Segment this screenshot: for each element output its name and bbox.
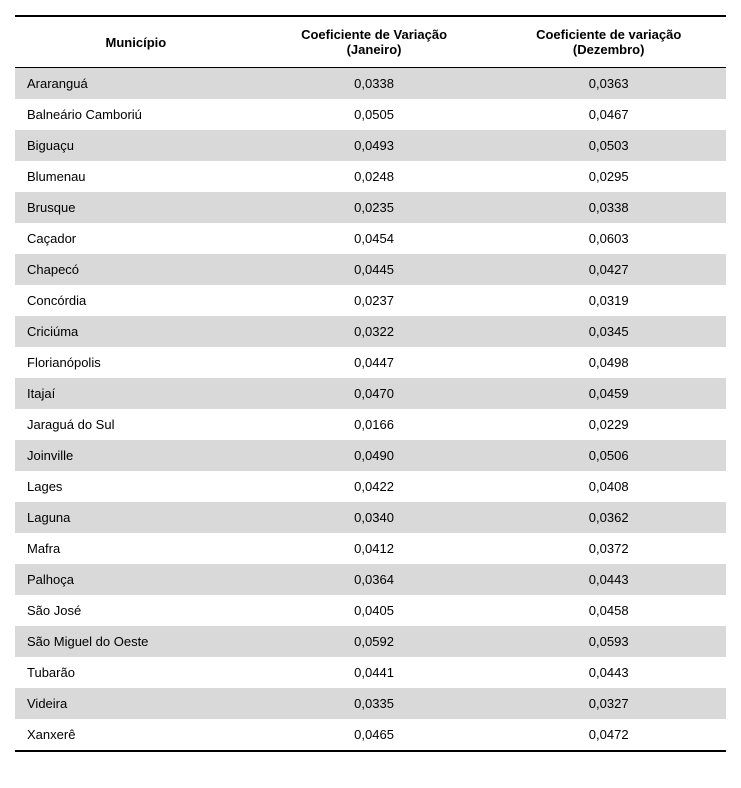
- cell-municipio: Xanxerê: [15, 719, 257, 751]
- cell-cv-jan: 0,0338: [257, 68, 492, 100]
- cell-municipio: Chapecó: [15, 254, 257, 285]
- cell-municipio: Tubarão: [15, 657, 257, 688]
- cell-municipio: Blumenau: [15, 161, 257, 192]
- header-municipio: Município: [15, 16, 257, 68]
- cell-municipio: Araranguá: [15, 68, 257, 100]
- cell-cv-jan: 0,0335: [257, 688, 492, 719]
- table-row: Laguna0,03400,0362: [15, 502, 726, 533]
- table-row: Mafra0,04120,0372: [15, 533, 726, 564]
- cell-cv-jan: 0,0445: [257, 254, 492, 285]
- cell-cv-dez: 0,0459: [491, 378, 726, 409]
- cell-cv-dez: 0,0443: [491, 657, 726, 688]
- table-row: Joinville0,04900,0506: [15, 440, 726, 471]
- table-row: São Miguel do Oeste0,05920,0593: [15, 626, 726, 657]
- cell-cv-dez: 0,0593: [491, 626, 726, 657]
- cell-municipio: Palhoça: [15, 564, 257, 595]
- cell-municipio: Biguaçu: [15, 130, 257, 161]
- cell-cv-dez: 0,0363: [491, 68, 726, 100]
- table-row: São José0,04050,0458: [15, 595, 726, 626]
- cell-cv-jan: 0,0422: [257, 471, 492, 502]
- table-row: Jaraguá do Sul0,01660,0229: [15, 409, 726, 440]
- table-row: Concórdia0,02370,0319: [15, 285, 726, 316]
- cell-municipio: Itajaí: [15, 378, 257, 409]
- table-row: Lages0,04220,0408: [15, 471, 726, 502]
- cell-municipio: Jaraguá do Sul: [15, 409, 257, 440]
- cell-cv-dez: 0,0345: [491, 316, 726, 347]
- cell-cv-dez: 0,0295: [491, 161, 726, 192]
- cell-cv-jan: 0,0412: [257, 533, 492, 564]
- cell-cv-jan: 0,0340: [257, 502, 492, 533]
- cell-cv-jan: 0,0454: [257, 223, 492, 254]
- table-row: Videira0,03350,0327: [15, 688, 726, 719]
- table-row: Balneário Camboriú0,05050,0467: [15, 99, 726, 130]
- table-row: Araranguá0,03380,0363: [15, 68, 726, 100]
- cell-municipio: Criciúma: [15, 316, 257, 347]
- cell-cv-jan: 0,0322: [257, 316, 492, 347]
- cell-cv-jan: 0,0465: [257, 719, 492, 751]
- table-body: Araranguá0,03380,0363 Balneário Camboriú…: [15, 68, 726, 752]
- cell-cv-dez: 0,0503: [491, 130, 726, 161]
- cell-cv-dez: 0,0603: [491, 223, 726, 254]
- cell-cv-jan: 0,0405: [257, 595, 492, 626]
- cell-cv-dez: 0,0467: [491, 99, 726, 130]
- cell-cv-jan: 0,0505: [257, 99, 492, 130]
- table-row: Palhoça0,03640,0443: [15, 564, 726, 595]
- table-row: Biguaçu0,04930,0503: [15, 130, 726, 161]
- cell-municipio: Concórdia: [15, 285, 257, 316]
- cell-municipio: São José: [15, 595, 257, 626]
- header-cv-janeiro: Coeficiente de Variação(Janeiro): [257, 16, 492, 68]
- table-header-row: Município Coeficiente de Variação(Janeir…: [15, 16, 726, 68]
- cell-municipio: Florianópolis: [15, 347, 257, 378]
- cell-cv-dez: 0,0338: [491, 192, 726, 223]
- cell-cv-dez: 0,0319: [491, 285, 726, 316]
- table-row: Itajaí0,04700,0459: [15, 378, 726, 409]
- cell-cv-dez: 0,0229: [491, 409, 726, 440]
- cell-cv-dez: 0,0443: [491, 564, 726, 595]
- cell-cv-jan: 0,0364: [257, 564, 492, 595]
- cell-municipio: Caçador: [15, 223, 257, 254]
- cell-cv-jan: 0,0166: [257, 409, 492, 440]
- cell-cv-dez: 0,0372: [491, 533, 726, 564]
- cell-municipio: Balneário Camboriú: [15, 99, 257, 130]
- cv-table: Município Coeficiente de Variação(Janeir…: [15, 15, 726, 752]
- table-row: Criciúma0,03220,0345: [15, 316, 726, 347]
- cell-cv-jan: 0,0592: [257, 626, 492, 657]
- cell-cv-dez: 0,0458: [491, 595, 726, 626]
- cell-municipio: São Miguel do Oeste: [15, 626, 257, 657]
- cell-cv-jan: 0,0490: [257, 440, 492, 471]
- cell-cv-dez: 0,0362: [491, 502, 726, 533]
- cell-municipio: Lages: [15, 471, 257, 502]
- table-row: Blumenau0,02480,0295: [15, 161, 726, 192]
- cell-cv-jan: 0,0470: [257, 378, 492, 409]
- cv-table-container: Município Coeficiente de Variação(Janeir…: [15, 15, 726, 752]
- table-row: Chapecó0,04450,0427: [15, 254, 726, 285]
- cell-municipio: Laguna: [15, 502, 257, 533]
- cell-cv-dez: 0,0327: [491, 688, 726, 719]
- cell-cv-jan: 0,0248: [257, 161, 492, 192]
- cell-cv-jan: 0,0441: [257, 657, 492, 688]
- cell-municipio: Joinville: [15, 440, 257, 471]
- cell-cv-jan: 0,0447: [257, 347, 492, 378]
- header-cv-dezembro: Coeficiente de variação(Dezembro): [491, 16, 726, 68]
- table-row: Tubarão0,04410,0443: [15, 657, 726, 688]
- cell-cv-jan: 0,0493: [257, 130, 492, 161]
- table-row: Florianópolis0,04470,0498: [15, 347, 726, 378]
- cell-cv-dez: 0,0472: [491, 719, 726, 751]
- cell-cv-dez: 0,0408: [491, 471, 726, 502]
- cell-cv-dez: 0,0427: [491, 254, 726, 285]
- cell-municipio: Mafra: [15, 533, 257, 564]
- table-row: Xanxerê0,04650,0472: [15, 719, 726, 751]
- table-row: Caçador0,04540,0603: [15, 223, 726, 254]
- table-row: Brusque0,02350,0338: [15, 192, 726, 223]
- cell-municipio: Videira: [15, 688, 257, 719]
- cell-cv-jan: 0,0237: [257, 285, 492, 316]
- cell-cv-dez: 0,0498: [491, 347, 726, 378]
- cell-cv-dez: 0,0506: [491, 440, 726, 471]
- cell-cv-jan: 0,0235: [257, 192, 492, 223]
- cell-municipio: Brusque: [15, 192, 257, 223]
